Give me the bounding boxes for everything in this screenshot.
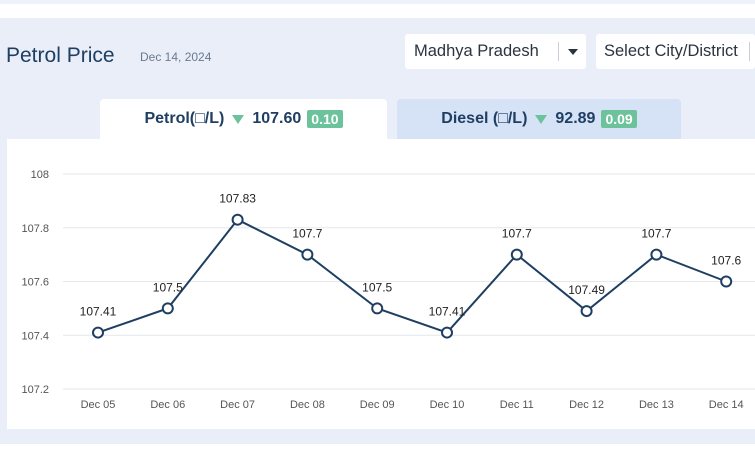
state-select-value: Madhya Pradesh (414, 42, 539, 60)
x-tick-label: Dec 09 (360, 399, 395, 411)
y-tick-label: 107.6 (21, 277, 49, 289)
tab-petrol[interactable]: Petrol(□/L) 107.60 0.10 (100, 99, 387, 139)
price-down-icon (535, 114, 548, 124)
data-point (371, 302, 384, 315)
data-label: 107.49 (568, 283, 605, 297)
tab-diesel-label: Diesel (□/L) (441, 110, 528, 127)
x-tick-label: Dec 13 (639, 399, 674, 411)
select-divider (749, 42, 750, 61)
data-label: 107.5 (153, 280, 183, 294)
select-divider (558, 42, 559, 61)
data-point (92, 326, 104, 339)
data-label: 107.83 (219, 192, 256, 206)
series-line (97, 218, 727, 334)
x-tick-label: Dec 06 (150, 399, 185, 411)
y-tick-label: 107.8 (21, 223, 49, 235)
data-label: 107.41 (80, 305, 117, 319)
data-label: 107.41 (429, 305, 466, 319)
data-point (580, 305, 593, 318)
x-tick-label: Dec 05 (81, 399, 116, 411)
city-select-placeholder: Select City/District (604, 42, 738, 60)
x-tick-label: Dec 12 (569, 399, 604, 411)
data-label: 107.6 (711, 254, 741, 268)
data-point (441, 326, 453, 339)
data-point (720, 275, 733, 288)
price-down-icon (232, 114, 245, 124)
data-point (231, 213, 244, 226)
data-label: 107.7 (292, 227, 322, 241)
state-select[interactable]: Madhya Pradesh (405, 34, 586, 69)
x-tick-label: Dec 10 (430, 399, 465, 411)
tab-diesel[interactable]: Diesel (□/L) 92.89 0.09 (397, 99, 681, 139)
tab-petrol-change-badge: 0.10 (307, 110, 343, 128)
y-tick-label: 107.2 (21, 384, 49, 396)
x-tick-label: Dec 11 (500, 399, 534, 411)
tab-petrol-label: Petrol(□/L) (144, 110, 225, 127)
y-tick-label: 108 (31, 169, 49, 181)
x-tick-label: Dec 07 (220, 399, 255, 411)
chart-card (7, 139, 755, 429)
top-strip (0, 0, 755, 4)
data-point (301, 248, 314, 261)
chevron-down-icon[interactable] (568, 49, 578, 55)
city-select[interactable]: Select City/District (596, 34, 755, 69)
data-label: 107.7 (502, 227, 532, 241)
data-label: 107.7 (641, 227, 671, 241)
y-tick-label: 107.4 (21, 330, 49, 342)
data-label: 107.5 (362, 280, 392, 294)
tab-petrol-price: 107.60 (252, 110, 302, 127)
price-date: Dec 14, 2024 (140, 50, 212, 64)
page-title: Petrol Price (6, 44, 115, 67)
x-tick-label: Dec 14 (709, 399, 744, 411)
data-point (650, 248, 663, 261)
data-point (161, 302, 174, 315)
tab-diesel-change-badge: 0.09 (601, 110, 637, 128)
tab-diesel-price: 92.89 (555, 110, 596, 127)
data-point (510, 248, 523, 261)
x-tick-label: Dec 08 (290, 399, 325, 411)
